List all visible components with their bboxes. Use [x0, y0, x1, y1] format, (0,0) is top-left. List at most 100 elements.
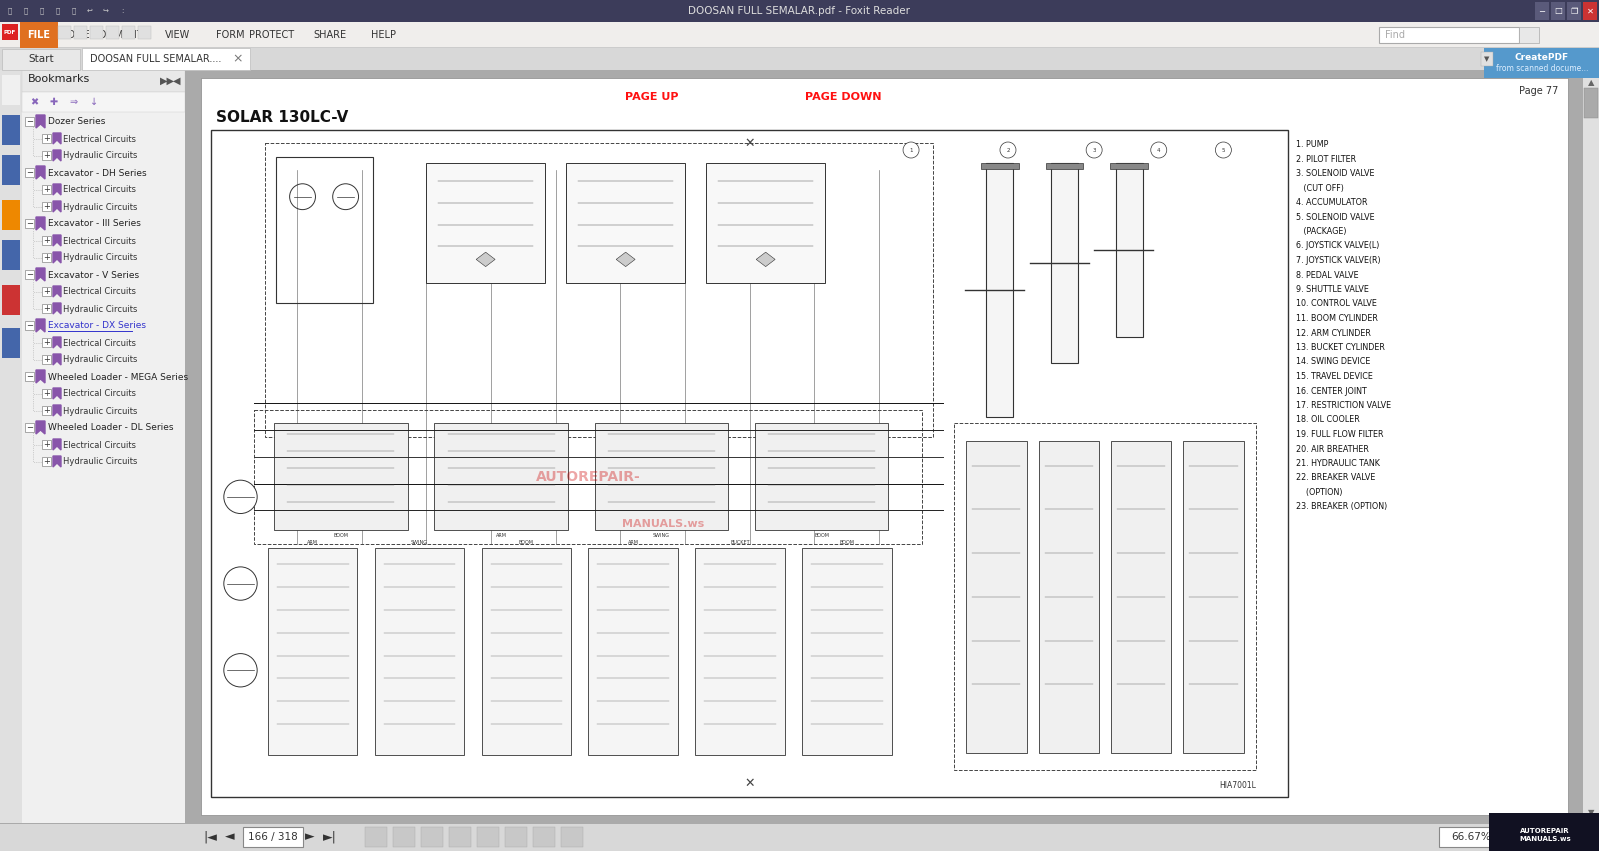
- Text: ↓: ↓: [90, 97, 98, 107]
- Text: 1. PUMP: 1. PUMP: [1297, 140, 1329, 149]
- Text: +: +: [43, 151, 50, 160]
- Bar: [243, 827, 302, 847]
- Text: Page 77: Page 77: [1519, 86, 1557, 96]
- Text: FORM: FORM: [216, 30, 245, 40]
- Circle shape: [224, 567, 257, 600]
- Bar: [532, 827, 555, 847]
- Text: Hydraulic Circuits: Hydraulic Circuits: [62, 305, 138, 313]
- Polygon shape: [53, 133, 61, 144]
- Bar: [42, 202, 51, 211]
- Bar: [966, 441, 1027, 753]
- Text: BOOM: BOOM: [518, 540, 534, 545]
- Bar: [987, 163, 1014, 417]
- Text: DOOSAN FULL SEMALAR....: DOOSAN FULL SEMALAR....: [90, 54, 221, 64]
- Text: ▼: ▼: [1588, 808, 1594, 817]
- Bar: [42, 236, 51, 245]
- Bar: [1585, 88, 1597, 118]
- Bar: [1378, 27, 1519, 43]
- Text: +: +: [43, 406, 50, 415]
- Bar: [1111, 441, 1170, 753]
- Polygon shape: [477, 252, 496, 266]
- Text: 23. BREAKER (OPTION): 23. BREAKER (OPTION): [1297, 502, 1388, 511]
- Text: −: −: [26, 117, 34, 126]
- Text: ×: ×: [233, 53, 243, 66]
- Bar: [22, 70, 185, 823]
- Text: 📄: 📄: [8, 8, 13, 14]
- Text: PDF: PDF: [3, 30, 16, 35]
- Bar: [42, 151, 51, 160]
- Circle shape: [1215, 142, 1231, 158]
- Text: ⇒: ⇒: [70, 97, 78, 107]
- Text: ↪: ↪: [102, 8, 109, 14]
- Polygon shape: [53, 439, 61, 450]
- Text: −: −: [26, 372, 34, 381]
- Text: PAGE DOWN: PAGE DOWN: [806, 92, 881, 102]
- Text: ❐: ❐: [1570, 7, 1578, 15]
- Bar: [273, 424, 408, 530]
- Text: 🖨: 🖨: [56, 8, 61, 14]
- Text: Electrical Circuits: Electrical Circuits: [62, 134, 136, 144]
- Bar: [2, 49, 80, 70]
- Bar: [982, 163, 1019, 168]
- Bar: [477, 827, 499, 847]
- Bar: [90, 26, 102, 39]
- Text: :: :: [122, 8, 123, 14]
- Bar: [0, 22, 1599, 48]
- Text: 📁: 📁: [24, 8, 29, 14]
- Text: −: −: [26, 423, 34, 432]
- Bar: [122, 26, 134, 39]
- Circle shape: [224, 654, 257, 687]
- Bar: [138, 26, 150, 39]
- Text: ◄: ◄: [225, 831, 235, 843]
- Bar: [435, 424, 568, 530]
- Text: ↩: ↩: [86, 8, 93, 14]
- Polygon shape: [37, 166, 45, 179]
- Text: 18. OIL COOLER: 18. OIL COOLER: [1297, 415, 1359, 425]
- Bar: [566, 163, 684, 283]
- Bar: [2, 328, 21, 358]
- Bar: [1051, 163, 1078, 363]
- Text: 4: 4: [1158, 147, 1161, 152]
- Text: Electrical Circuits: Electrical Circuits: [62, 390, 136, 398]
- Text: CreatePDF: CreatePDF: [1514, 53, 1569, 62]
- Text: BOOM: BOOM: [333, 534, 349, 538]
- Text: Hydraulic Circuits: Hydraulic Circuits: [62, 356, 138, 364]
- Text: Excavator - DH Series: Excavator - DH Series: [48, 168, 147, 178]
- Text: |◄: |◄: [203, 831, 217, 843]
- Bar: [1439, 827, 1505, 847]
- Text: 66.67%: 66.67%: [1452, 832, 1490, 842]
- Bar: [42, 389, 51, 398]
- Bar: [42, 253, 51, 262]
- Text: Electrical Circuits: Electrical Circuits: [62, 339, 136, 347]
- Text: COMMENT: COMMENT: [93, 30, 144, 40]
- Bar: [0, 823, 1599, 851]
- Text: ▼: ▼: [1484, 56, 1490, 62]
- Text: ►|: ►|: [323, 831, 337, 843]
- Text: 2. PILOT FILTER: 2. PILOT FILTER: [1297, 155, 1356, 163]
- Bar: [265, 143, 932, 437]
- Text: PROTECT: PROTECT: [249, 30, 294, 40]
- Text: +: +: [43, 440, 50, 449]
- Bar: [803, 548, 892, 755]
- Bar: [42, 440, 51, 449]
- Bar: [1484, 48, 1599, 78]
- Bar: [2, 75, 21, 105]
- Text: Start: Start: [29, 54, 54, 64]
- Text: Electrical Circuits: Electrical Circuits: [62, 237, 136, 245]
- Text: 7. JOYSTICK VALVE(R): 7. JOYSTICK VALVE(R): [1297, 256, 1380, 265]
- Bar: [427, 163, 545, 283]
- Polygon shape: [53, 337, 61, 348]
- Bar: [955, 424, 1255, 770]
- Polygon shape: [37, 217, 45, 230]
- Text: SWING: SWING: [411, 540, 429, 545]
- Bar: [2, 155, 21, 185]
- Bar: [42, 338, 51, 347]
- Bar: [0, 70, 22, 823]
- Text: DOOSAN FULL SEMALAR.pdf - Foxit Reader: DOOSAN FULL SEMALAR.pdf - Foxit Reader: [689, 6, 910, 16]
- Bar: [755, 424, 889, 530]
- Bar: [696, 548, 785, 755]
- Text: 13. BUCKET CYLINDER: 13. BUCKET CYLINDER: [1297, 343, 1385, 352]
- Bar: [707, 163, 825, 283]
- Text: −: −: [26, 219, 34, 228]
- Polygon shape: [53, 235, 61, 246]
